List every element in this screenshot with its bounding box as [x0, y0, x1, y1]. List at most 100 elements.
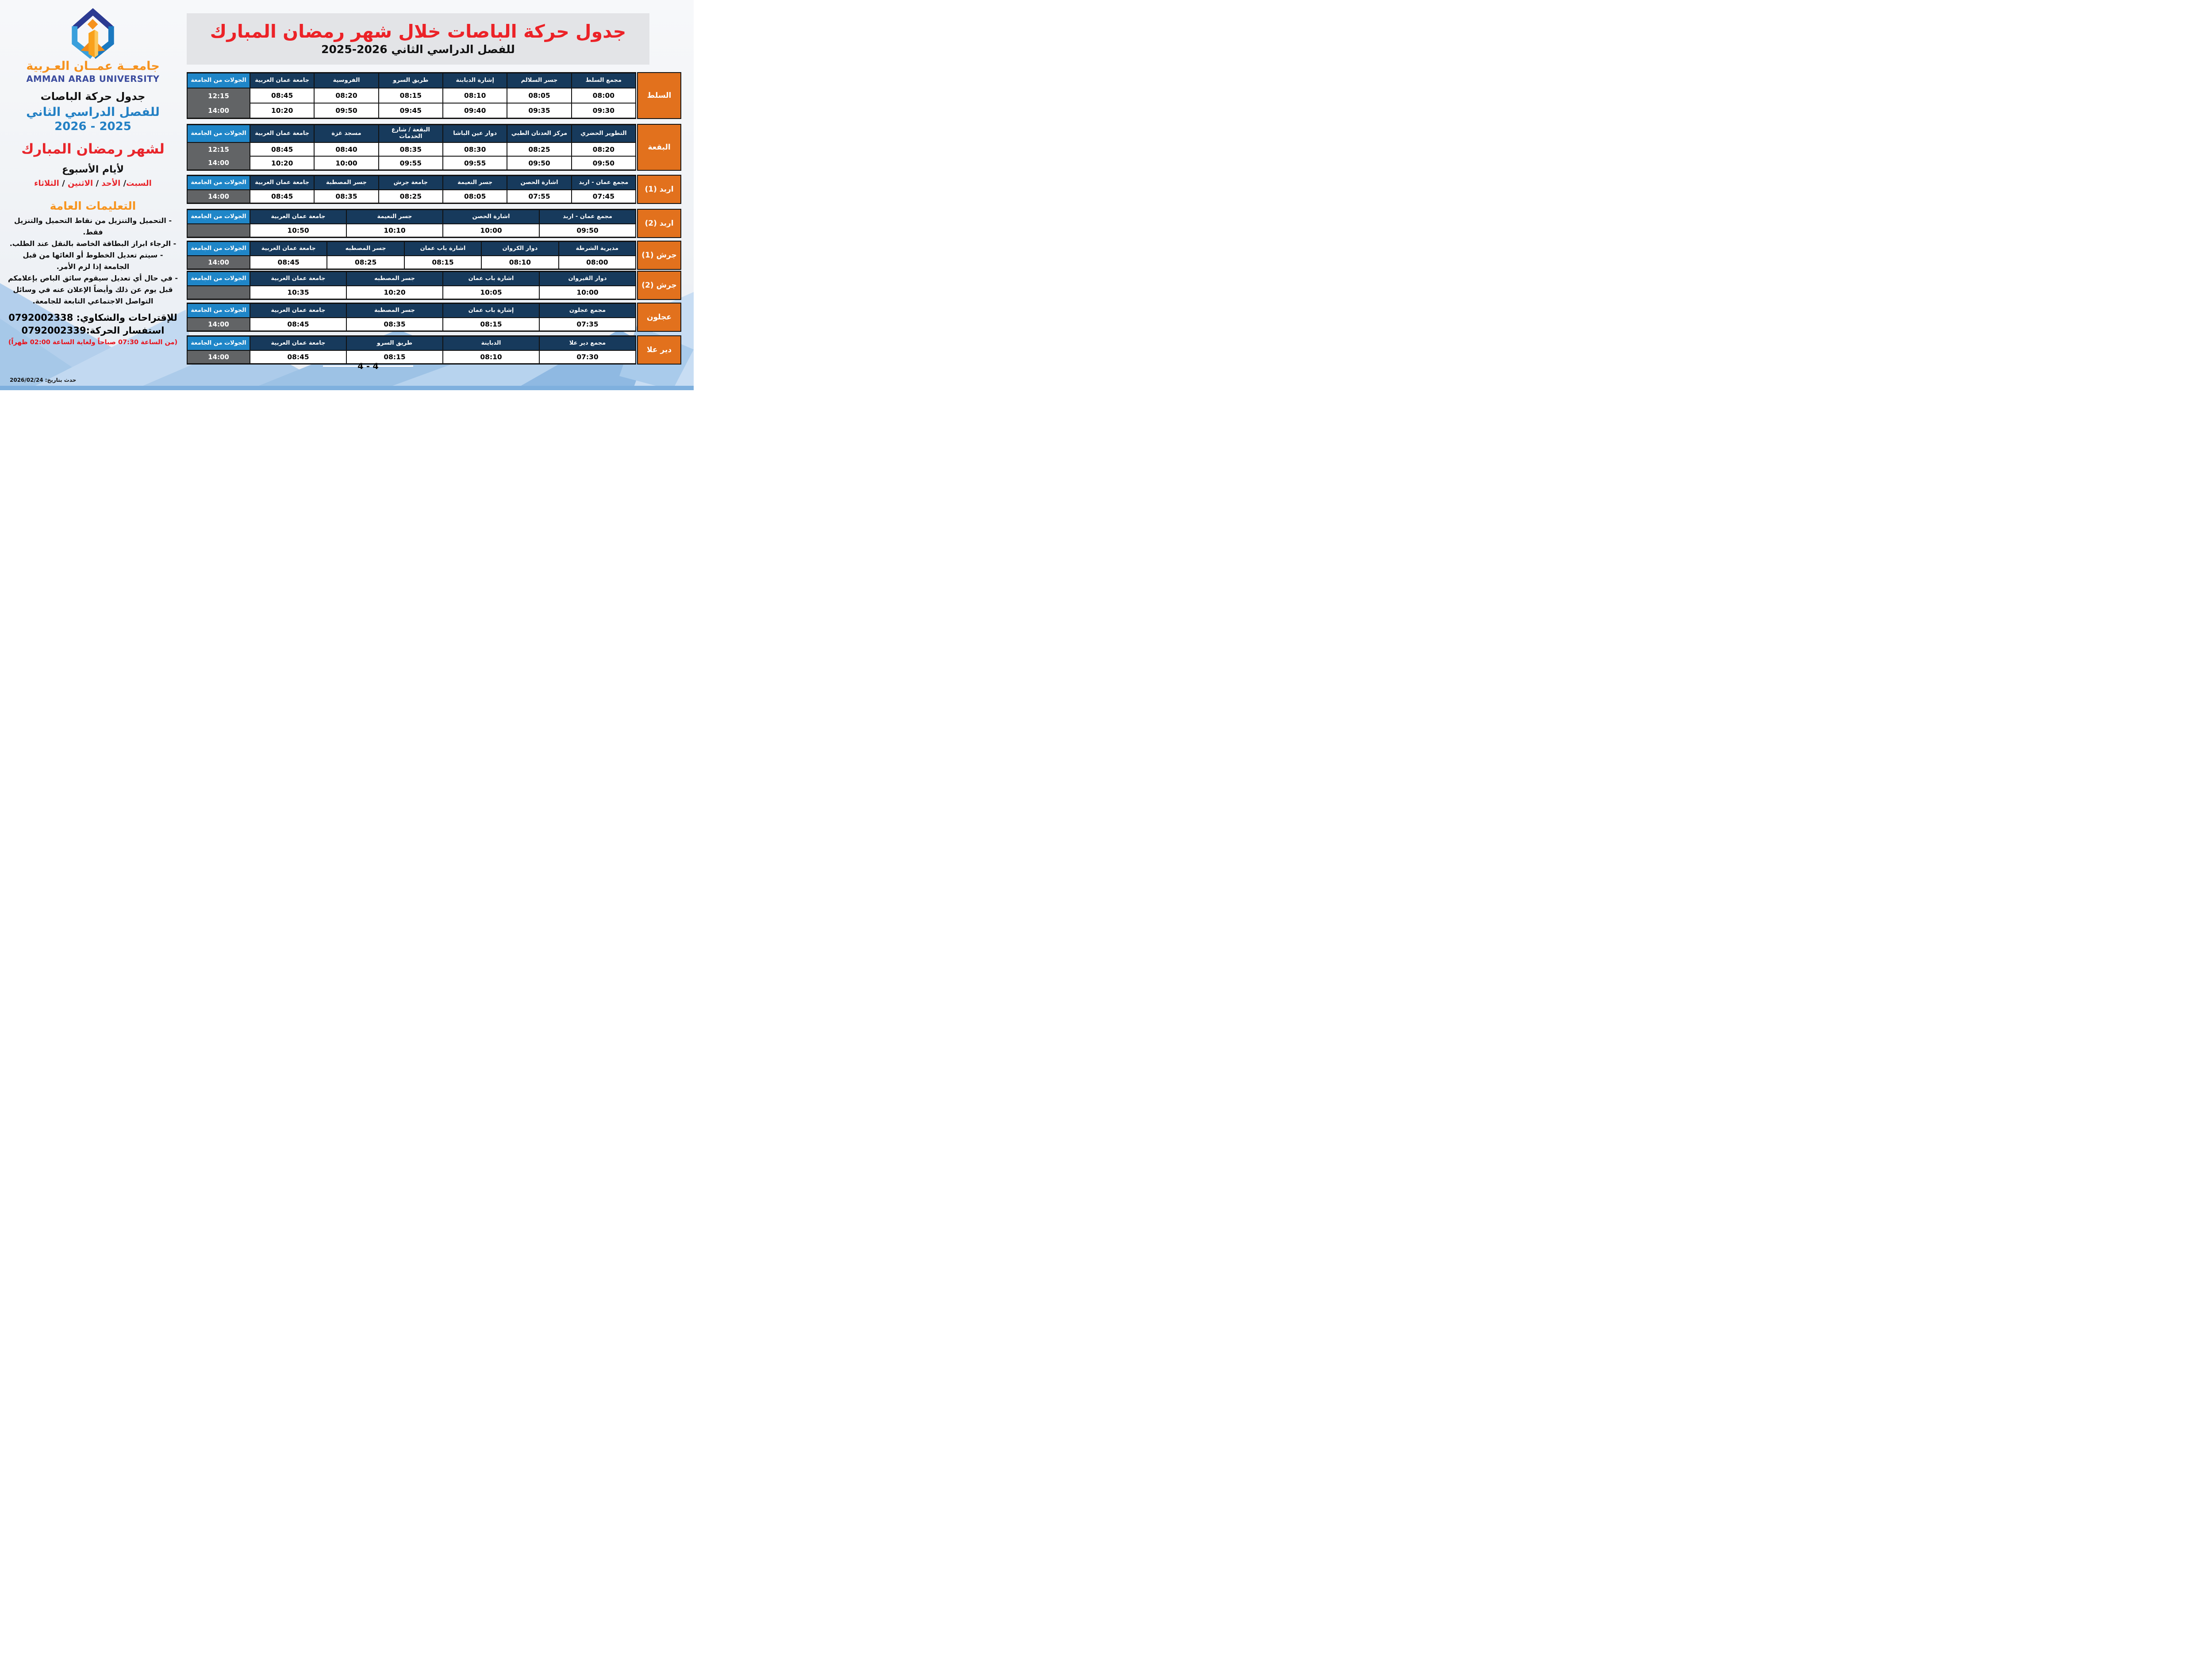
- stop-header: طريق السرو: [347, 337, 442, 350]
- route-table: مديرية الشرطة دوار الكروان اشارة باب عمان ج…: [187, 241, 636, 270]
- title-box: جدول حركة الباصات خلال شهر رمضان المبارك…: [187, 13, 649, 65]
- stop-header: جسر المصطبه: [327, 242, 404, 255]
- tour-times-cell: 14:00: [188, 256, 250, 269]
- stop-header: جسر السلالم: [507, 73, 571, 88]
- time-cell: 08:45: [250, 318, 346, 330]
- instruction-line: التواصل الاجتماعي التابعة للجامعة.: [32, 296, 154, 305]
- time-cell: 10:00: [540, 286, 635, 299]
- time-cell: 07:30: [540, 351, 635, 363]
- stop-header: جسر النعيمة: [443, 176, 507, 189]
- time-cell: 09:35: [507, 104, 571, 118]
- stop-header: جسر المصطبه: [347, 272, 442, 285]
- route-label: عجلون: [637, 303, 681, 332]
- time-cell: 08:10: [482, 256, 558, 269]
- stop-header: الدباينة: [443, 337, 539, 350]
- route-table-block: مديرية الشرطة دوار الكروان اشارة باب عمان ج…: [187, 241, 691, 270]
- tour-time: 14:00: [208, 192, 229, 200]
- tour-time: 12:15: [208, 92, 229, 100]
- sidebar-semester: للفصل الدراسي الثاني: [26, 105, 160, 119]
- stop-header: مجمع عمان - اربد: [540, 210, 635, 223]
- stop-header: البقعة / شارع الخدمات: [379, 125, 443, 142]
- stop-header: إشارة الدبابنة: [443, 73, 507, 88]
- route-table: دوار القيروان اشارة باب عمان جسر المصطبه جا…: [187, 271, 636, 300]
- time-cell: 09:50: [315, 104, 378, 118]
- stop-header: طريق السرو: [379, 73, 443, 88]
- time-cell: 08:45: [250, 351, 346, 363]
- page-subtitle: للفصل الدراسي الثاني 2026-2025: [321, 43, 515, 56]
- tour-time: 14:00: [208, 353, 229, 361]
- day-separator: /: [96, 179, 99, 188]
- route-table-block: دوار القيروان اشارة باب عمان جسر المصطبه جا…: [187, 271, 691, 300]
- route-label: البقعة: [637, 124, 681, 171]
- page-title: جدول حركة الباصات خلال شهر رمضان المبارك: [210, 20, 626, 42]
- tour-times-cell: 14:00: [188, 318, 250, 330]
- instruction-line: - الرجاء ابراز البطاقة الخاصة بالنقل عند…: [9, 239, 177, 248]
- time-cell: 08:05: [443, 190, 507, 203]
- day-separator: /: [123, 179, 127, 188]
- tours-from-university-header: الجولات من الجامعة: [188, 272, 250, 285]
- time-cell: 08:45: [250, 190, 314, 203]
- time-cell: 08:35: [315, 190, 378, 203]
- stop-header: جامعة عمان العربية: [250, 210, 346, 223]
- stop-header: مسجد غزة: [315, 125, 378, 142]
- route-table-block: التطوير الحضري مركز العدنان الطبي دوار عين…: [187, 124, 691, 171]
- tour-time: 12:15: [208, 146, 229, 154]
- time-cell: 08:15: [379, 88, 443, 103]
- route-label: اربد (2): [637, 209, 681, 238]
- stop-header: جامعة عمان العربية: [250, 272, 346, 285]
- time-cell: 08:15: [347, 351, 442, 363]
- page-number-line: [323, 365, 413, 367]
- sidebar-ramadan-note: لشهر رمضان المبارك: [21, 141, 165, 157]
- tour-time: 14:00: [208, 258, 229, 266]
- tours-from-university-header: الجولات من الجامعة: [188, 304, 250, 317]
- stop-header: جامعة عمان العربية: [250, 304, 346, 317]
- time-cell: 10:20: [347, 286, 442, 299]
- ramadan-bus-schedule-poster: جامعــة عمــان العـربية AMMAN ARAB UNIVE…: [0, 0, 694, 390]
- stop-header: جامعة عمان العربية: [250, 242, 327, 255]
- route-label: جرش (1): [637, 241, 681, 270]
- tours-from-university-header: الجولات من الجامعة: [188, 176, 250, 189]
- time-cell: 10:00: [443, 224, 539, 237]
- stop-header: التطوير الحضري: [572, 125, 635, 142]
- route-table: مجمع دير علا الدباينة طريق السرو جامعة عمان…: [187, 335, 636, 365]
- day-monday: الاثنين: [67, 179, 93, 188]
- time-cell: 08:20: [315, 88, 378, 103]
- tour-times-cell: 14:00: [188, 190, 250, 203]
- day-sunday: الأحد: [101, 179, 121, 188]
- day-tuesday: الثلاثاء: [34, 179, 59, 188]
- time-cell: 08:45: [250, 143, 314, 156]
- tour-time: 14:00: [208, 159, 229, 167]
- tour-times-cell: 12:15 14:00: [188, 88, 250, 118]
- route-table-block: مجمع دير علا الدباينة طريق السرو جامعة عمان…: [187, 335, 691, 365]
- route-table: مجمع السلط جسر السلالم إشارة الدبابنة طريق …: [187, 72, 636, 119]
- instructions-title: التعليمات العامة: [50, 200, 136, 213]
- stop-header: جسر النعيمة: [347, 210, 442, 223]
- time-cell: 08:00: [559, 256, 635, 269]
- stop-header: مركز العدنان الطبي: [507, 125, 571, 142]
- route-table-block: مجمع عمان - اربد اشارة الحصن جسر النعيمة جا…: [187, 175, 691, 204]
- route-label: السلط: [637, 72, 681, 119]
- sidebar-weekdays-title: لأيام الأسبوع: [61, 164, 124, 176]
- time-cell: 08:40: [315, 143, 378, 156]
- stop-header: مجمع السلط: [572, 73, 635, 88]
- time-cell: 08:45: [250, 256, 327, 269]
- time-cell: 07:45: [572, 190, 635, 203]
- stop-header: دوار القيروان: [540, 272, 635, 285]
- time-cell: 09:45: [379, 104, 443, 118]
- time-cell: 08:10: [443, 88, 507, 103]
- time-cell: 08:30: [443, 143, 507, 156]
- tour-times-cell: 12:15 14:00: [188, 143, 250, 169]
- university-name-english: AMMAN ARAB UNIVERSITY: [26, 74, 160, 84]
- tours-from-university-header: الجولات من الجامعة: [188, 210, 250, 223]
- route-table: مجمع عمان - اربد اشارة الحصن جسر النعيمة جا…: [187, 175, 636, 204]
- time-cell: 08:20: [572, 143, 635, 156]
- time-cell: 08:45: [250, 88, 314, 103]
- page-number-block: 4 - 4: [323, 361, 413, 371]
- time-cell: 09:50: [572, 157, 635, 169]
- sidebar-years: 2025 - 2026: [54, 120, 131, 134]
- stop-header: جسر المصطبة: [315, 176, 378, 189]
- time-cell: 08:15: [443, 318, 539, 330]
- time-cell: 09:55: [379, 157, 443, 169]
- time-cell: 07:35: [540, 318, 635, 330]
- time-cell: 08:35: [379, 143, 443, 156]
